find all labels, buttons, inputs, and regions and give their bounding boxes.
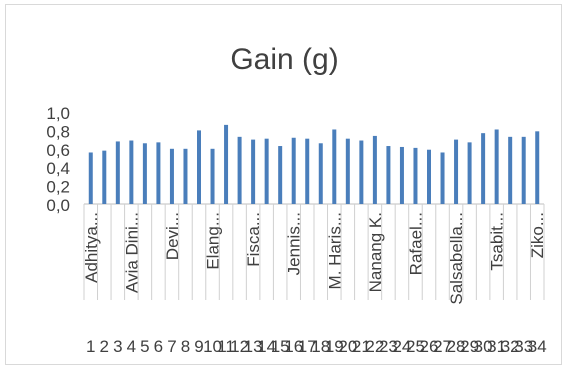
- bar: [413, 147, 418, 204]
- category-name-label: Ziko...: [528, 212, 547, 258]
- bar: [318, 143, 323, 204]
- bar: [494, 129, 499, 204]
- category-number-label: 8: [181, 337, 190, 356]
- chart-title: Gain (g): [230, 43, 339, 76]
- bar: [115, 141, 120, 204]
- category-name-label: Adhitya...: [82, 212, 101, 283]
- category-name-label: Elang...: [204, 212, 223, 270]
- category-number-label: 22: [365, 337, 384, 356]
- bar: [264, 138, 269, 204]
- category-name-label: M. Haris...: [325, 212, 344, 289]
- category-number-label: 7: [167, 337, 176, 356]
- category-number-label: 9: [194, 337, 203, 356]
- category-number-label: 12: [230, 337, 249, 356]
- bar: [332, 129, 337, 204]
- category-name-label: Salsabella...: [447, 212, 466, 305]
- category-number-label: 5: [140, 337, 149, 356]
- bar: [454, 139, 459, 204]
- bar: [197, 130, 201, 204]
- category-name-label: Avia Dini...: [122, 212, 141, 293]
- category-number-label: 1: [86, 337, 95, 356]
- category-name-label: Fisca...: [244, 212, 263, 267]
- bar: [427, 149, 431, 204]
- bar: [399, 146, 404, 204]
- category-number-label: 20: [338, 337, 357, 356]
- category-number-label: 25: [406, 337, 425, 356]
- category-number-label: 18: [311, 337, 330, 356]
- bar: [372, 135, 377, 204]
- category-number-label: 31: [487, 337, 506, 356]
- category-number-label: 14: [257, 337, 276, 356]
- bar: [183, 148, 188, 204]
- bar: [535, 131, 540, 204]
- category-number-label: 11: [217, 337, 235, 356]
- category-number-label: 13: [244, 337, 263, 356]
- category-number-label: 2: [100, 337, 109, 356]
- category-number-label: 15: [271, 337, 290, 356]
- bar: [291, 137, 296, 204]
- bar: [102, 150, 107, 204]
- category-name-label: Rafael...: [406, 212, 425, 275]
- bar: [440, 152, 445, 204]
- category-number-label: 3: [113, 337, 122, 356]
- bar: [169, 148, 174, 204]
- category-number-label: 19: [325, 337, 344, 356]
- bar: [251, 139, 256, 204]
- bar: [237, 136, 242, 204]
- category-number-label: 17: [298, 337, 317, 356]
- category-name-label: Nanang K.: [366, 212, 385, 292]
- bar: [345, 138, 350, 204]
- category-name-label: Jennis...: [285, 212, 304, 275]
- y-tick-label: 1,0: [46, 104, 70, 123]
- category-number-label: 28: [447, 337, 466, 356]
- category-number-label: 23: [379, 337, 398, 356]
- bar: [129, 140, 134, 204]
- y-tick-label: 0,8: [46, 122, 70, 141]
- bar: [210, 148, 215, 204]
- y-tick-label: 0,4: [46, 159, 70, 178]
- category-number-label: 21: [352, 337, 371, 356]
- category-name-label: Devi...: [163, 212, 182, 260]
- category-number-label: 30: [474, 337, 493, 356]
- category-number-label: 32: [501, 337, 520, 356]
- category-number-label: 34: [528, 337, 547, 356]
- bar: [481, 133, 486, 204]
- bar: [386, 146, 391, 204]
- bar: [278, 146, 283, 204]
- bar: [467, 142, 472, 204]
- category-number-label: 24: [392, 337, 411, 356]
- category-number-label: 10: [203, 337, 222, 356]
- category-name-label: Tsabit...: [488, 212, 507, 271]
- y-tick-label: 0,0: [46, 196, 70, 215]
- category-number-label: 29: [460, 337, 479, 356]
- bar: [305, 138, 310, 204]
- category-number-label: 16: [284, 337, 303, 356]
- bar: [508, 136, 513, 204]
- bar: [359, 140, 364, 204]
- category-number-label: 4: [127, 337, 136, 356]
- bar: [142, 143, 147, 204]
- bar: [88, 152, 93, 204]
- category-number-label: 27: [433, 337, 452, 356]
- bar: [521, 136, 526, 204]
- y-tick-label: 0,6: [46, 141, 70, 160]
- bar: [224, 124, 229, 204]
- category-number-label: 33: [514, 337, 533, 356]
- bar: [156, 142, 161, 204]
- category-number-label: 6: [154, 337, 163, 356]
- category-number-label: 26: [420, 337, 439, 356]
- y-tick-label: 0,2: [46, 178, 70, 197]
